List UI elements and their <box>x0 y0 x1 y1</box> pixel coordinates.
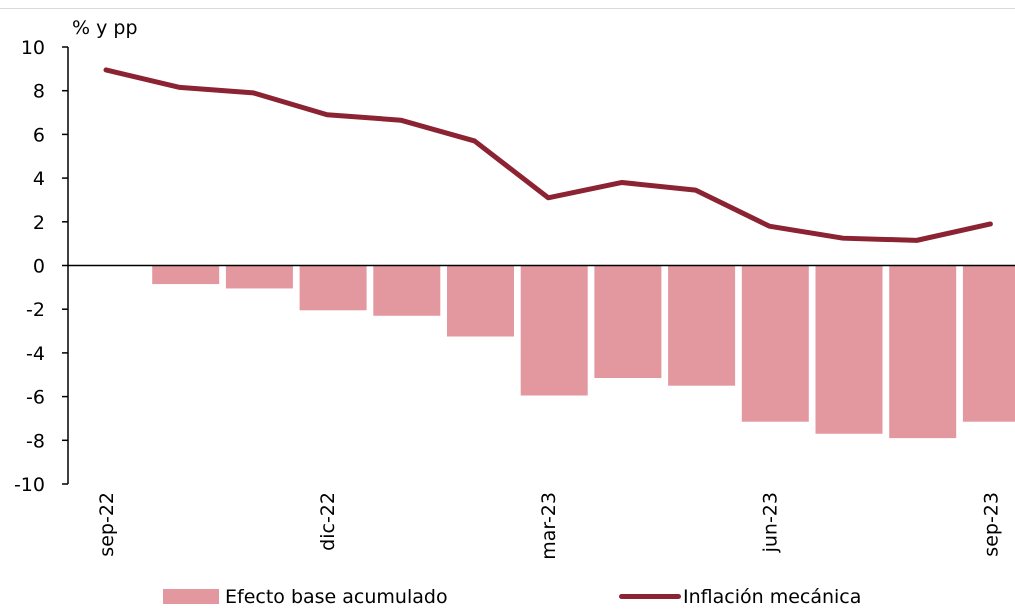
y-axis: 10 8 6 4 2 0 -2 -4 -6 -8 -10 <box>14 37 69 496</box>
x-axis: sep-22 dic-22 mar-23 jun-23 sep-23 <box>96 492 1002 560</box>
y-tick-label: 0 <box>33 256 45 278</box>
bar <box>152 265 220 285</box>
bar-series <box>152 265 1015 439</box>
bar <box>815 265 883 434</box>
y-tick-label: 8 <box>33 81 45 103</box>
legend-swatch-line <box>619 594 681 599</box>
legend: Efecto base acumulado Inflación mecánica <box>0 584 1015 609</box>
bar <box>373 265 441 316</box>
bar <box>668 265 736 386</box>
x-tick-label: mar-23 <box>538 492 560 560</box>
bar <box>741 265 809 422</box>
y-tick-label: -4 <box>26 343 45 365</box>
bar <box>447 265 514 337</box>
bar <box>594 265 662 379</box>
x-tick-label: sep-22 <box>96 492 118 557</box>
bar <box>520 265 588 396</box>
inflation-line <box>103 67 993 243</box>
y-tick-label: 2 <box>33 212 45 234</box>
y-tick-label: -6 <box>26 387 45 409</box>
bar <box>225 265 293 289</box>
y-tick-label: -10 <box>14 474 45 496</box>
legend-item-line: Inflación mecánica <box>619 584 861 609</box>
y-tick-label: -8 <box>26 430 45 452</box>
y-tick-label: 10 <box>21 37 45 59</box>
bar <box>889 265 957 439</box>
x-tick-label: dic-22 <box>317 492 339 551</box>
x-tick-label: sep-23 <box>980 492 1002 557</box>
y-tick-label: 4 <box>33 168 45 190</box>
y-tick-label: -2 <box>26 299 45 321</box>
legend-swatch-bar <box>163 589 219 604</box>
legend-item-bar: Efecto base acumulado <box>163 584 448 609</box>
bar <box>299 265 367 311</box>
bar <box>962 265 1015 422</box>
legend-label-line: Inflación mecánica <box>683 585 862 608</box>
y-unit-label: % y pp <box>72 17 138 39</box>
y-tick-label: 6 <box>33 124 45 146</box>
x-tick-label: jun-23 <box>759 492 781 553</box>
line-series <box>103 67 993 243</box>
legend-label-bar: Efecto base acumulado <box>225 585 448 608</box>
chart-area: % y pp 10 8 6 4 2 0 -2 -4 -6 -8 -10 sep-22 dic-22 ma… <box>14 17 1015 560</box>
top-border-line <box>0 8 1015 9</box>
